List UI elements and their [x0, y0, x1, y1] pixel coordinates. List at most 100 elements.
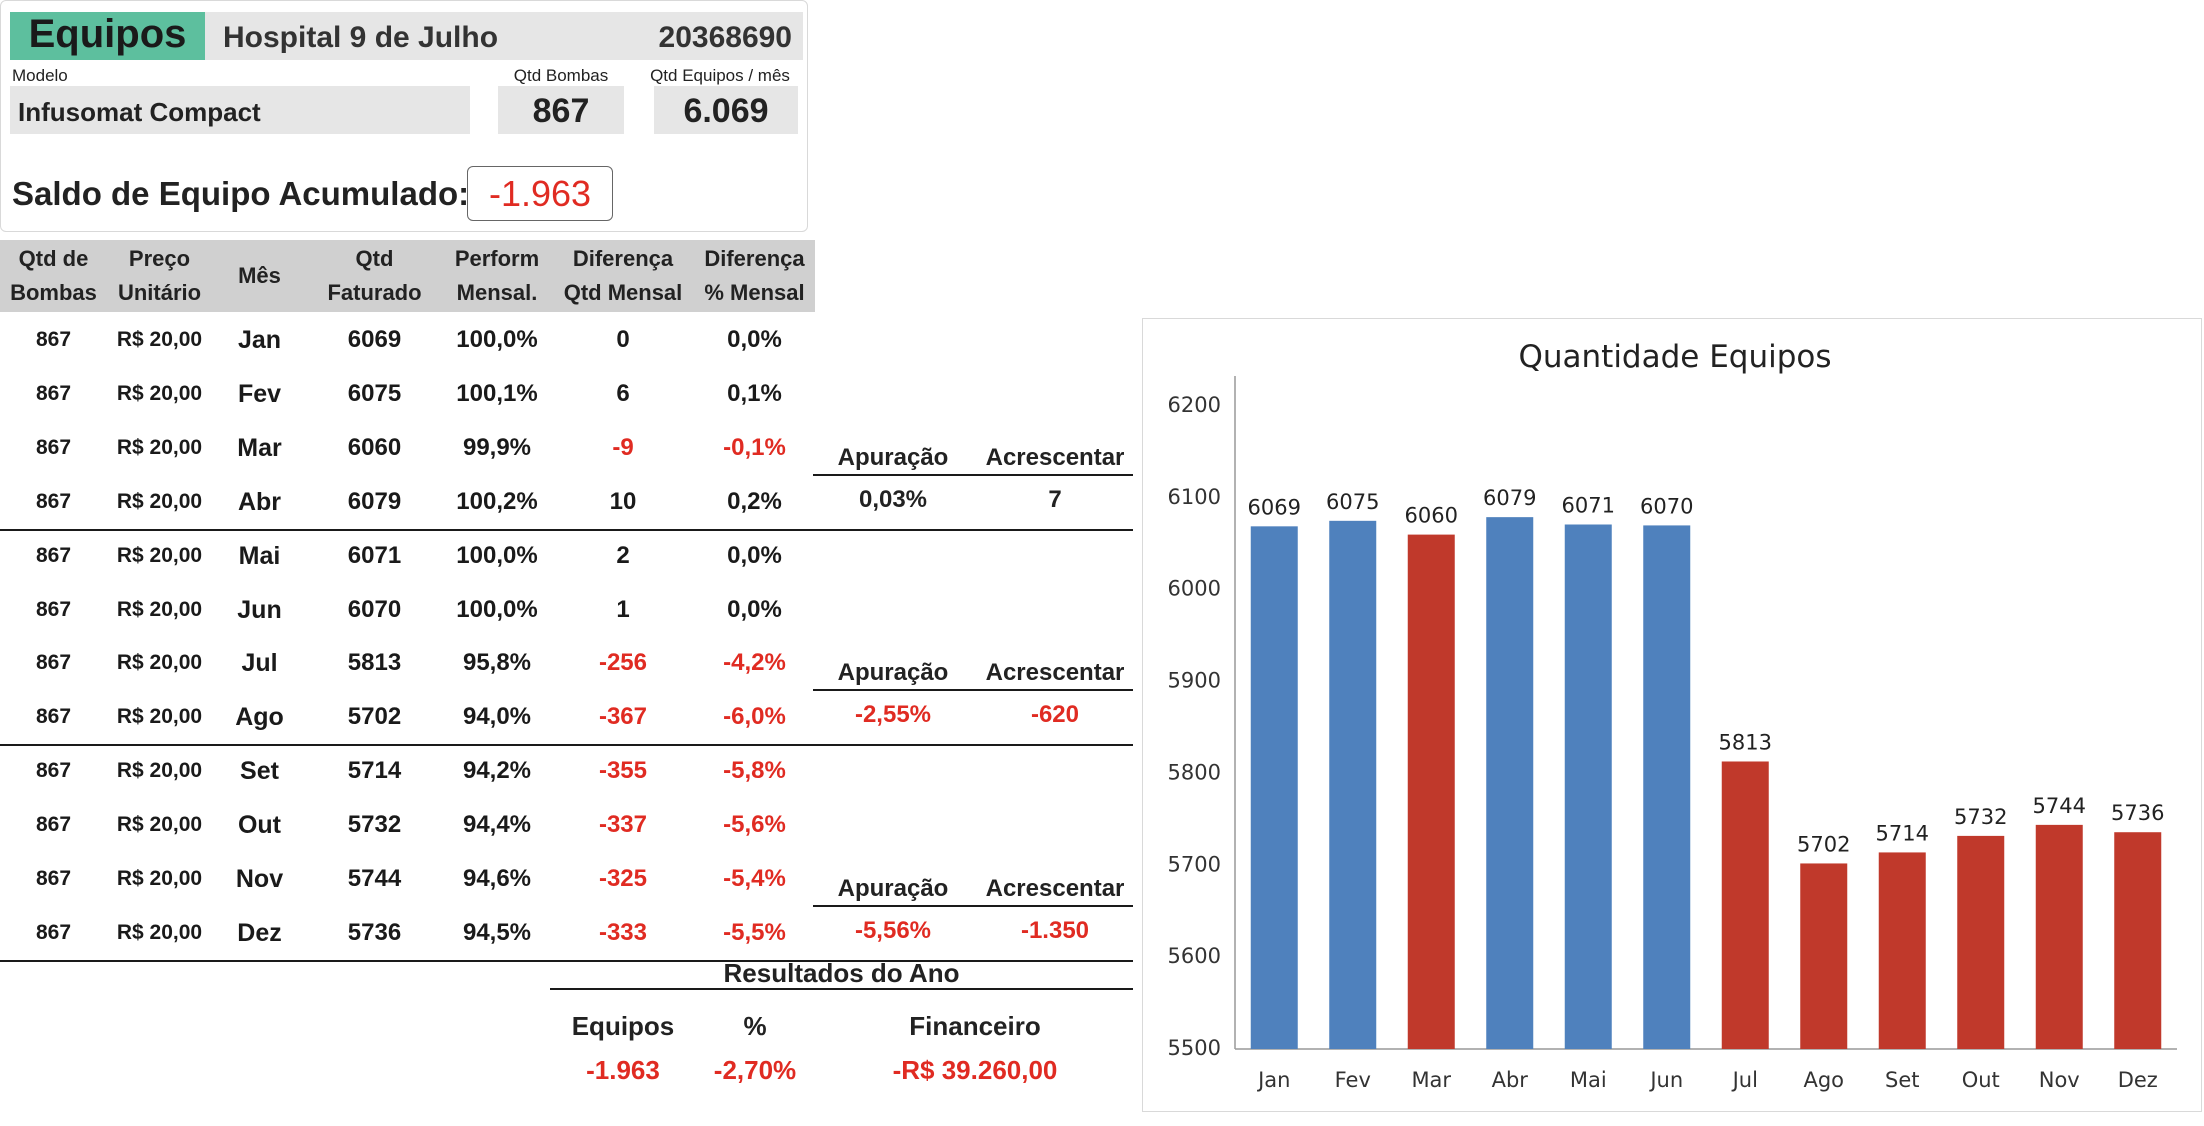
qtd-bombas-label: Qtd Bombas	[513, 66, 609, 85]
cell-perf: 94,4%	[462, 811, 532, 839]
cell-preco: R$ 20,00	[116, 867, 203, 890]
cell-perf: 100,0%	[456, 326, 538, 353]
th-preco-unitario: Preço Unitário	[107, 240, 212, 312]
acrescentar-value: -1.350	[1020, 917, 1090, 944]
cell-bombas: 867	[35, 381, 72, 405]
x-tick-label: Jul	[1731, 1068, 1758, 1092]
x-tick-label: Out	[1962, 1068, 2000, 1092]
qtd-equipos-field	[654, 86, 798, 134]
cell-preco: R$ 20,00	[116, 543, 203, 567]
cell-difp: -5,4%	[723, 865, 786, 892]
y-tick-label: 6200	[1168, 393, 1221, 417]
bar-dez	[2114, 832, 2162, 1049]
results-fin-label: Financeiro	[909, 1011, 1041, 1041]
cell-preco: R$ 20,00	[116, 435, 203, 459]
chart-title: Quantidade Equipos	[1518, 339, 1831, 375]
cell-qtd: 5714	[347, 757, 402, 785]
th-line: Diferença	[704, 246, 805, 271]
hospital-name: Hospital 9 de Julho	[223, 21, 499, 54]
cell-mes: Jun	[237, 595, 282, 624]
apuracao-value: 0,03%	[858, 486, 928, 513]
header-card	[0, 0, 808, 232]
th-line: Unitário	[117, 280, 202, 305]
apuracao-label: Apuração	[837, 444, 949, 471]
cell-dif: -355	[598, 757, 648, 785]
bar-nov	[2035, 824, 2083, 1049]
cell-bombas: 867	[35, 651, 72, 675]
bar-abr	[1486, 517, 1534, 1049]
results-pct-label: %	[743, 1011, 767, 1041]
x-tick-label: Set	[1885, 1068, 1919, 1092]
bar-jul	[1721, 761, 1769, 1049]
modelo-field	[10, 86, 470, 134]
quarter-summary-line	[813, 905, 1133, 907]
cell-mes: Nov	[235, 865, 284, 893]
bar-set	[1878, 852, 1926, 1049]
cell-dif: -337	[598, 811, 648, 839]
th-line: Faturado	[327, 280, 422, 305]
cell-qtd: 6079	[347, 487, 402, 515]
cell-dif: -367	[598, 703, 648, 731]
cell-difp: 0,0%	[727, 326, 782, 353]
cell-bombas: 867	[35, 920, 72, 944]
bar-value-label: 6070	[1640, 494, 1693, 518]
results-top-line	[550, 988, 1133, 990]
cell-difp: -5,5%	[723, 918, 786, 946]
y-tick-label: 5600	[1168, 944, 1221, 968]
th-qtd-bombas: Qtd de Bombas	[0, 240, 107, 312]
cell-preco: R$ 20,00	[116, 705, 203, 729]
cell-difp: -6,0%	[723, 703, 786, 731]
bar-chart: Quantidade Equipos 5500 5600 5700 5800 5900 6…	[1168, 339, 2177, 1092]
cell-dif: -9	[612, 433, 634, 461]
quarter-summary-line	[813, 689, 1133, 691]
cell-difp: -5,8%	[723, 757, 786, 785]
cell-difp: 0,2%	[727, 487, 782, 515]
th-line: Qtd	[355, 246, 394, 271]
cell-qtd: 5702	[347, 703, 402, 731]
th-diferenca-qtd: Diferença Qtd Mensal	[552, 240, 694, 312]
cell-perf: 94,5%	[462, 918, 532, 946]
x-tick-label: Fev	[1335, 1068, 1371, 1092]
cell-preco: R$ 20,00	[116, 651, 203, 675]
bar-value-label: 6069	[1248, 495, 1301, 519]
bar-jun	[1643, 525, 1691, 1049]
x-tick-label: Jun	[1648, 1068, 1683, 1092]
th-line: Perform	[454, 246, 540, 271]
cell-preco: R$ 20,00	[116, 813, 203, 837]
cell-perf: 95,8%	[462, 649, 532, 677]
th-qtd-faturado: Qtd Faturado	[307, 240, 442, 312]
cell-bombas: 867	[35, 759, 72, 783]
cell-qtd: 5744	[347, 865, 402, 892]
results-equipos-value: -1.963	[586, 1055, 660, 1085]
title-badge	[10, 12, 205, 60]
th-mes: Mês	[212, 240, 307, 312]
cell-perf: 99,9%	[462, 433, 532, 461]
bar-value-label: 6075	[1326, 490, 1379, 514]
y-tick-label: 6100	[1168, 485, 1221, 509]
bar-value-label: 6071	[1562, 493, 1615, 517]
bar-value-label: 5732	[1954, 805, 2007, 829]
th-line: Qtd de	[18, 246, 89, 271]
qtd-equipos-value: 6.069	[683, 92, 769, 130]
saldo-value: -1.963	[488, 173, 592, 214]
modelo-value: Infusomat Compact	[18, 97, 261, 127]
cell-difp: 0,0%	[727, 541, 782, 569]
cell-mes: Fev	[237, 379, 282, 408]
results-pct-value: -2,70%	[713, 1055, 797, 1085]
chart-panel: Quantidade Equipos 5500 5600 5700 5800 5900 6…	[1142, 318, 2202, 1112]
cell-difp: -4,2%	[723, 649, 786, 677]
cell-perf: 100,2%	[456, 487, 538, 515]
quarter-separator	[0, 529, 1133, 531]
acrescentar-value: -620	[1030, 701, 1080, 728]
cell-perf: 94,6%	[462, 865, 532, 892]
bar-value-label: 5702	[1797, 832, 1850, 856]
x-tick-label: Mai	[1570, 1068, 1607, 1092]
cell-mes: Set	[240, 757, 279, 786]
bar-fev	[1329, 520, 1377, 1049]
cell-bombas: 867	[35, 435, 72, 459]
bar-value-label: 5744	[2033, 794, 2086, 818]
cell-qtd: 5732	[347, 811, 402, 839]
cell-qtd: 6069	[347, 326, 402, 353]
apuracao-label: Apuração	[837, 659, 949, 686]
acrescentar-value: 7	[1048, 486, 1062, 513]
